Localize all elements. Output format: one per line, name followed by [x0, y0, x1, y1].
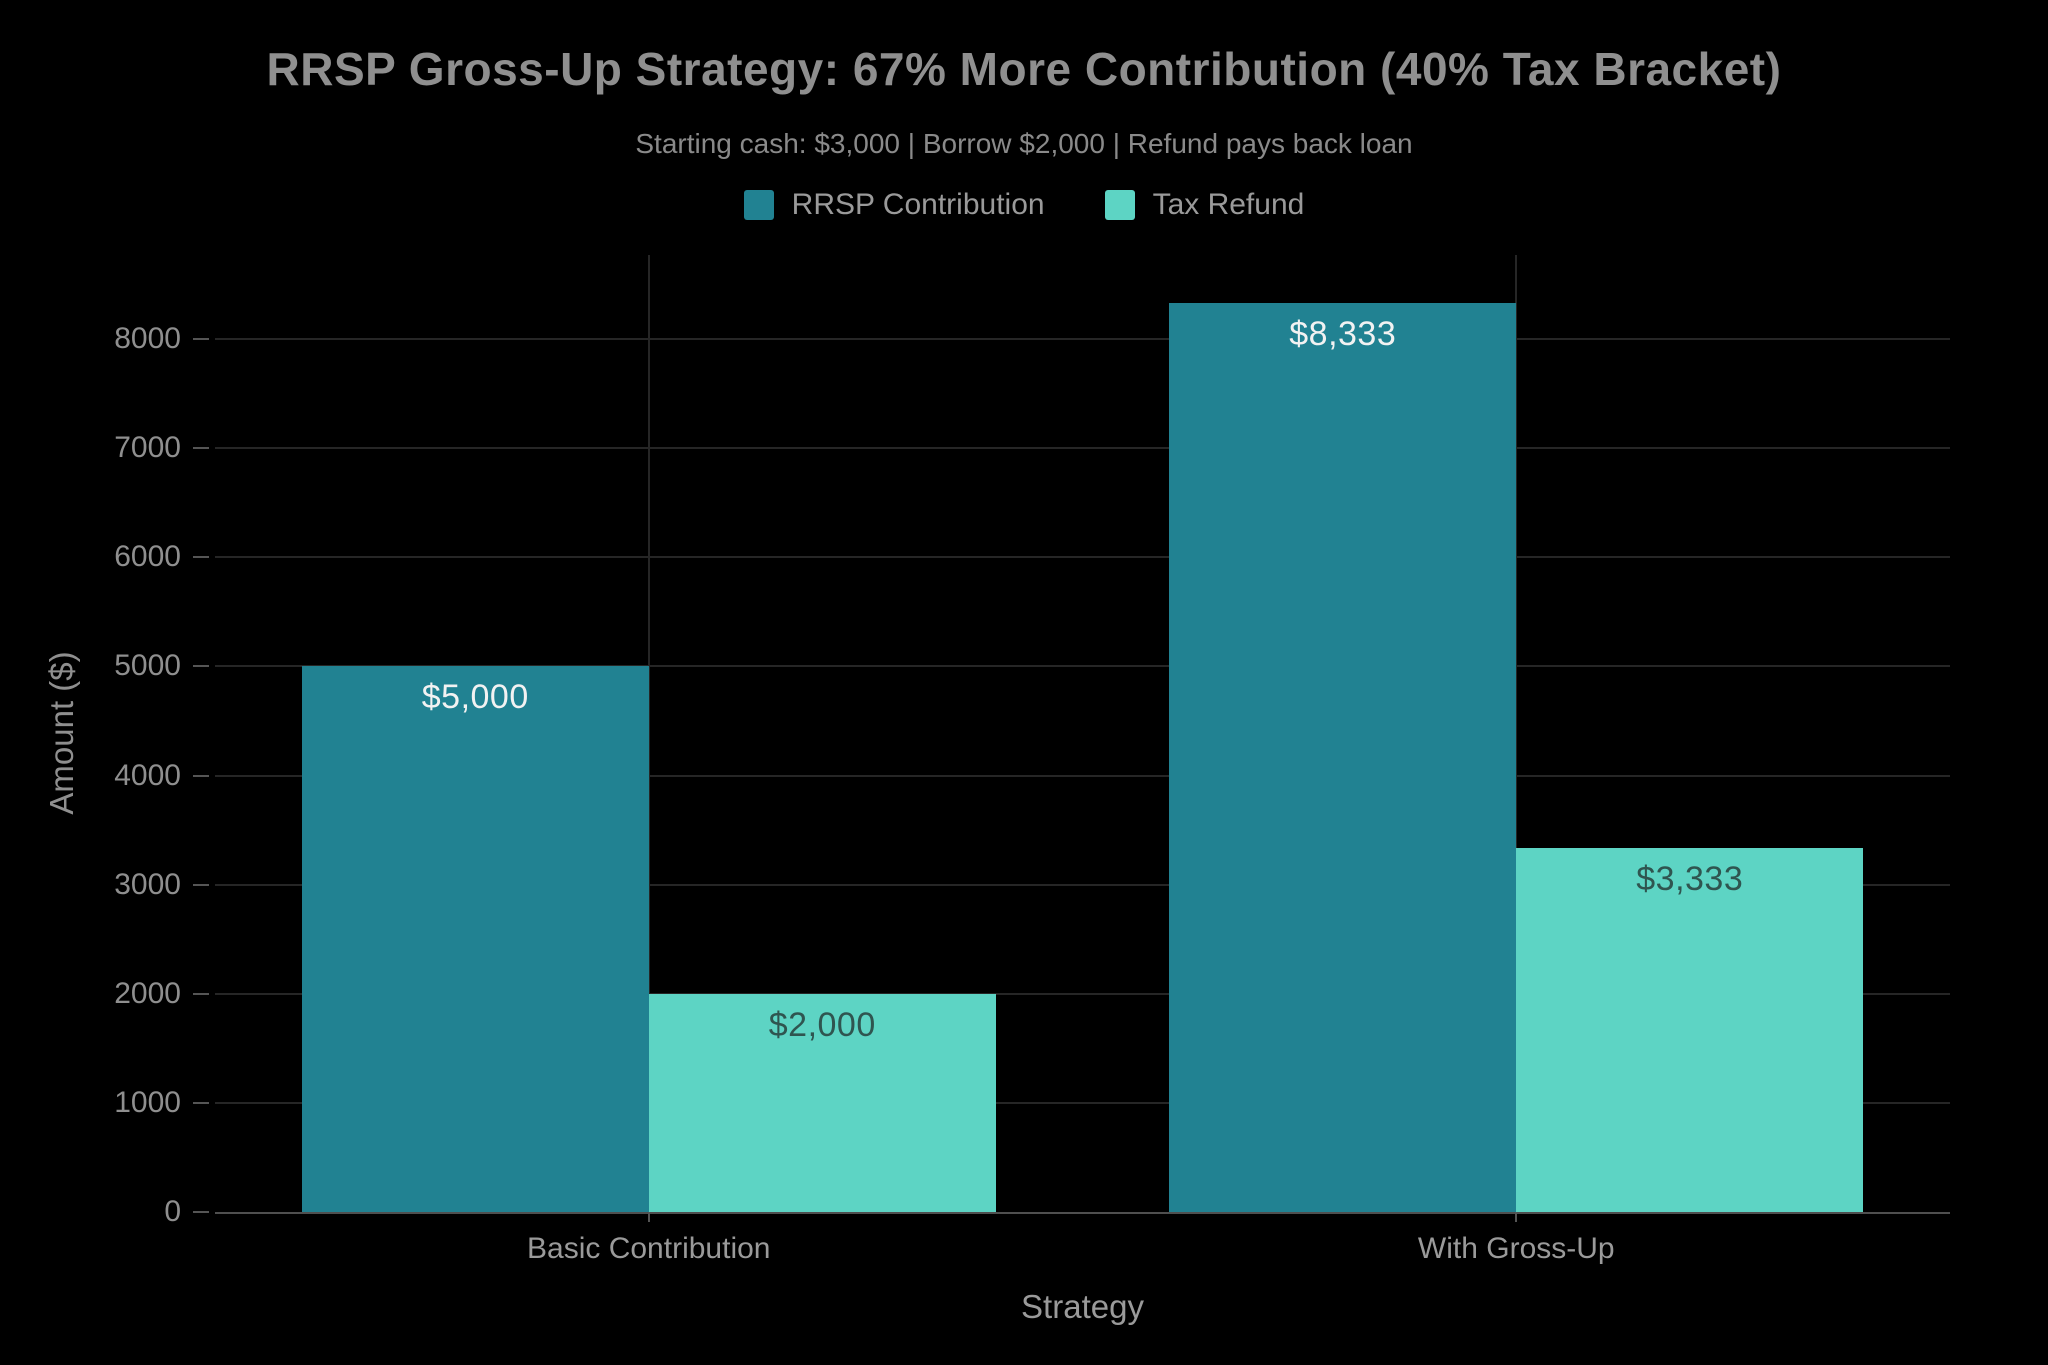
- y-gridline: [215, 447, 1950, 450]
- x-tick-mark: [1515, 1212, 1518, 1222]
- legend-label: Tax Refund: [1152, 188, 1305, 221]
- legend: RRSP Contribution Tax Refund: [0, 188, 2048, 222]
- y-tick-mark: [193, 556, 209, 559]
- legend-item-tax-refund[interactable]: Tax Refund: [1104, 188, 1305, 222]
- y-tick-mark: [193, 883, 209, 886]
- bar-rrsp-contribution[interactable]: [1169, 302, 1517, 1212]
- y-gridline: [215, 338, 1950, 341]
- x-tick-mark: [647, 1212, 650, 1222]
- plot-area: 0 1000 2000 3000 4000 5000 6000 7000 8000 Basic C…: [114, 255, 1950, 1265]
- y-tick-label: 6000: [114, 540, 181, 574]
- legend-swatch-icon: [1104, 190, 1135, 220]
- y-tick-mark: [193, 665, 209, 668]
- y-tick-label: 1000: [114, 1085, 181, 1119]
- y-tick-label: 4000: [114, 758, 181, 792]
- y-tick-label: 5000: [114, 649, 181, 683]
- x-gridline: [1515, 255, 1518, 1212]
- y-tick-label: 2000: [114, 976, 181, 1010]
- y-tick-label: 3000: [114, 867, 181, 901]
- x-category-label: With Gross-Up: [1417, 1232, 1615, 1265]
- y-tick-mark: [193, 992, 209, 995]
- y-gridline: [215, 992, 1950, 995]
- y-tick-label: 8000: [114, 322, 181, 356]
- x-category-label: Basic Contribution: [527, 1232, 771, 1265]
- legend-item-rrsp-contribution[interactable]: RRSP Contribution: [743, 188, 1045, 222]
- x-gridline: [647, 255, 650, 1212]
- y-tick-mark: [193, 447, 209, 450]
- y-gridline: [215, 883, 1950, 886]
- y-tick-mark: [193, 338, 209, 341]
- y-tick-mark: [193, 1211, 209, 1213]
- y-tick-mark: [193, 1101, 209, 1104]
- chart-title: RRSP Gross-Up Strategy: 67% More Contrib…: [266, 43, 1782, 95]
- y-gridline: [215, 774, 1950, 777]
- y-tick-label: 7000: [114, 431, 181, 465]
- bar-tax-refund[interactable]: [1516, 848, 1864, 1212]
- chart-subtitle: Starting cash: $3,000 | Borrow $2,000 | …: [635, 128, 1413, 159]
- bar-tax-refund[interactable]: [648, 993, 996, 1212]
- bar-rrsp-contribution[interactable]: [301, 666, 649, 1212]
- y-tick-label: 0: [164, 1195, 181, 1228]
- legend-label: RRSP Contribution: [791, 188, 1045, 221]
- y-axis-title: Amount ($): [43, 651, 80, 815]
- y-gridline: [215, 1101, 1950, 1104]
- y-gridline: [215, 556, 1950, 559]
- y-gridline: [215, 665, 1950, 668]
- x-axis-title: Strategy: [1021, 1288, 1144, 1325]
- y-tick-mark: [193, 774, 209, 777]
- legend-swatch-icon: [743, 190, 774, 220]
